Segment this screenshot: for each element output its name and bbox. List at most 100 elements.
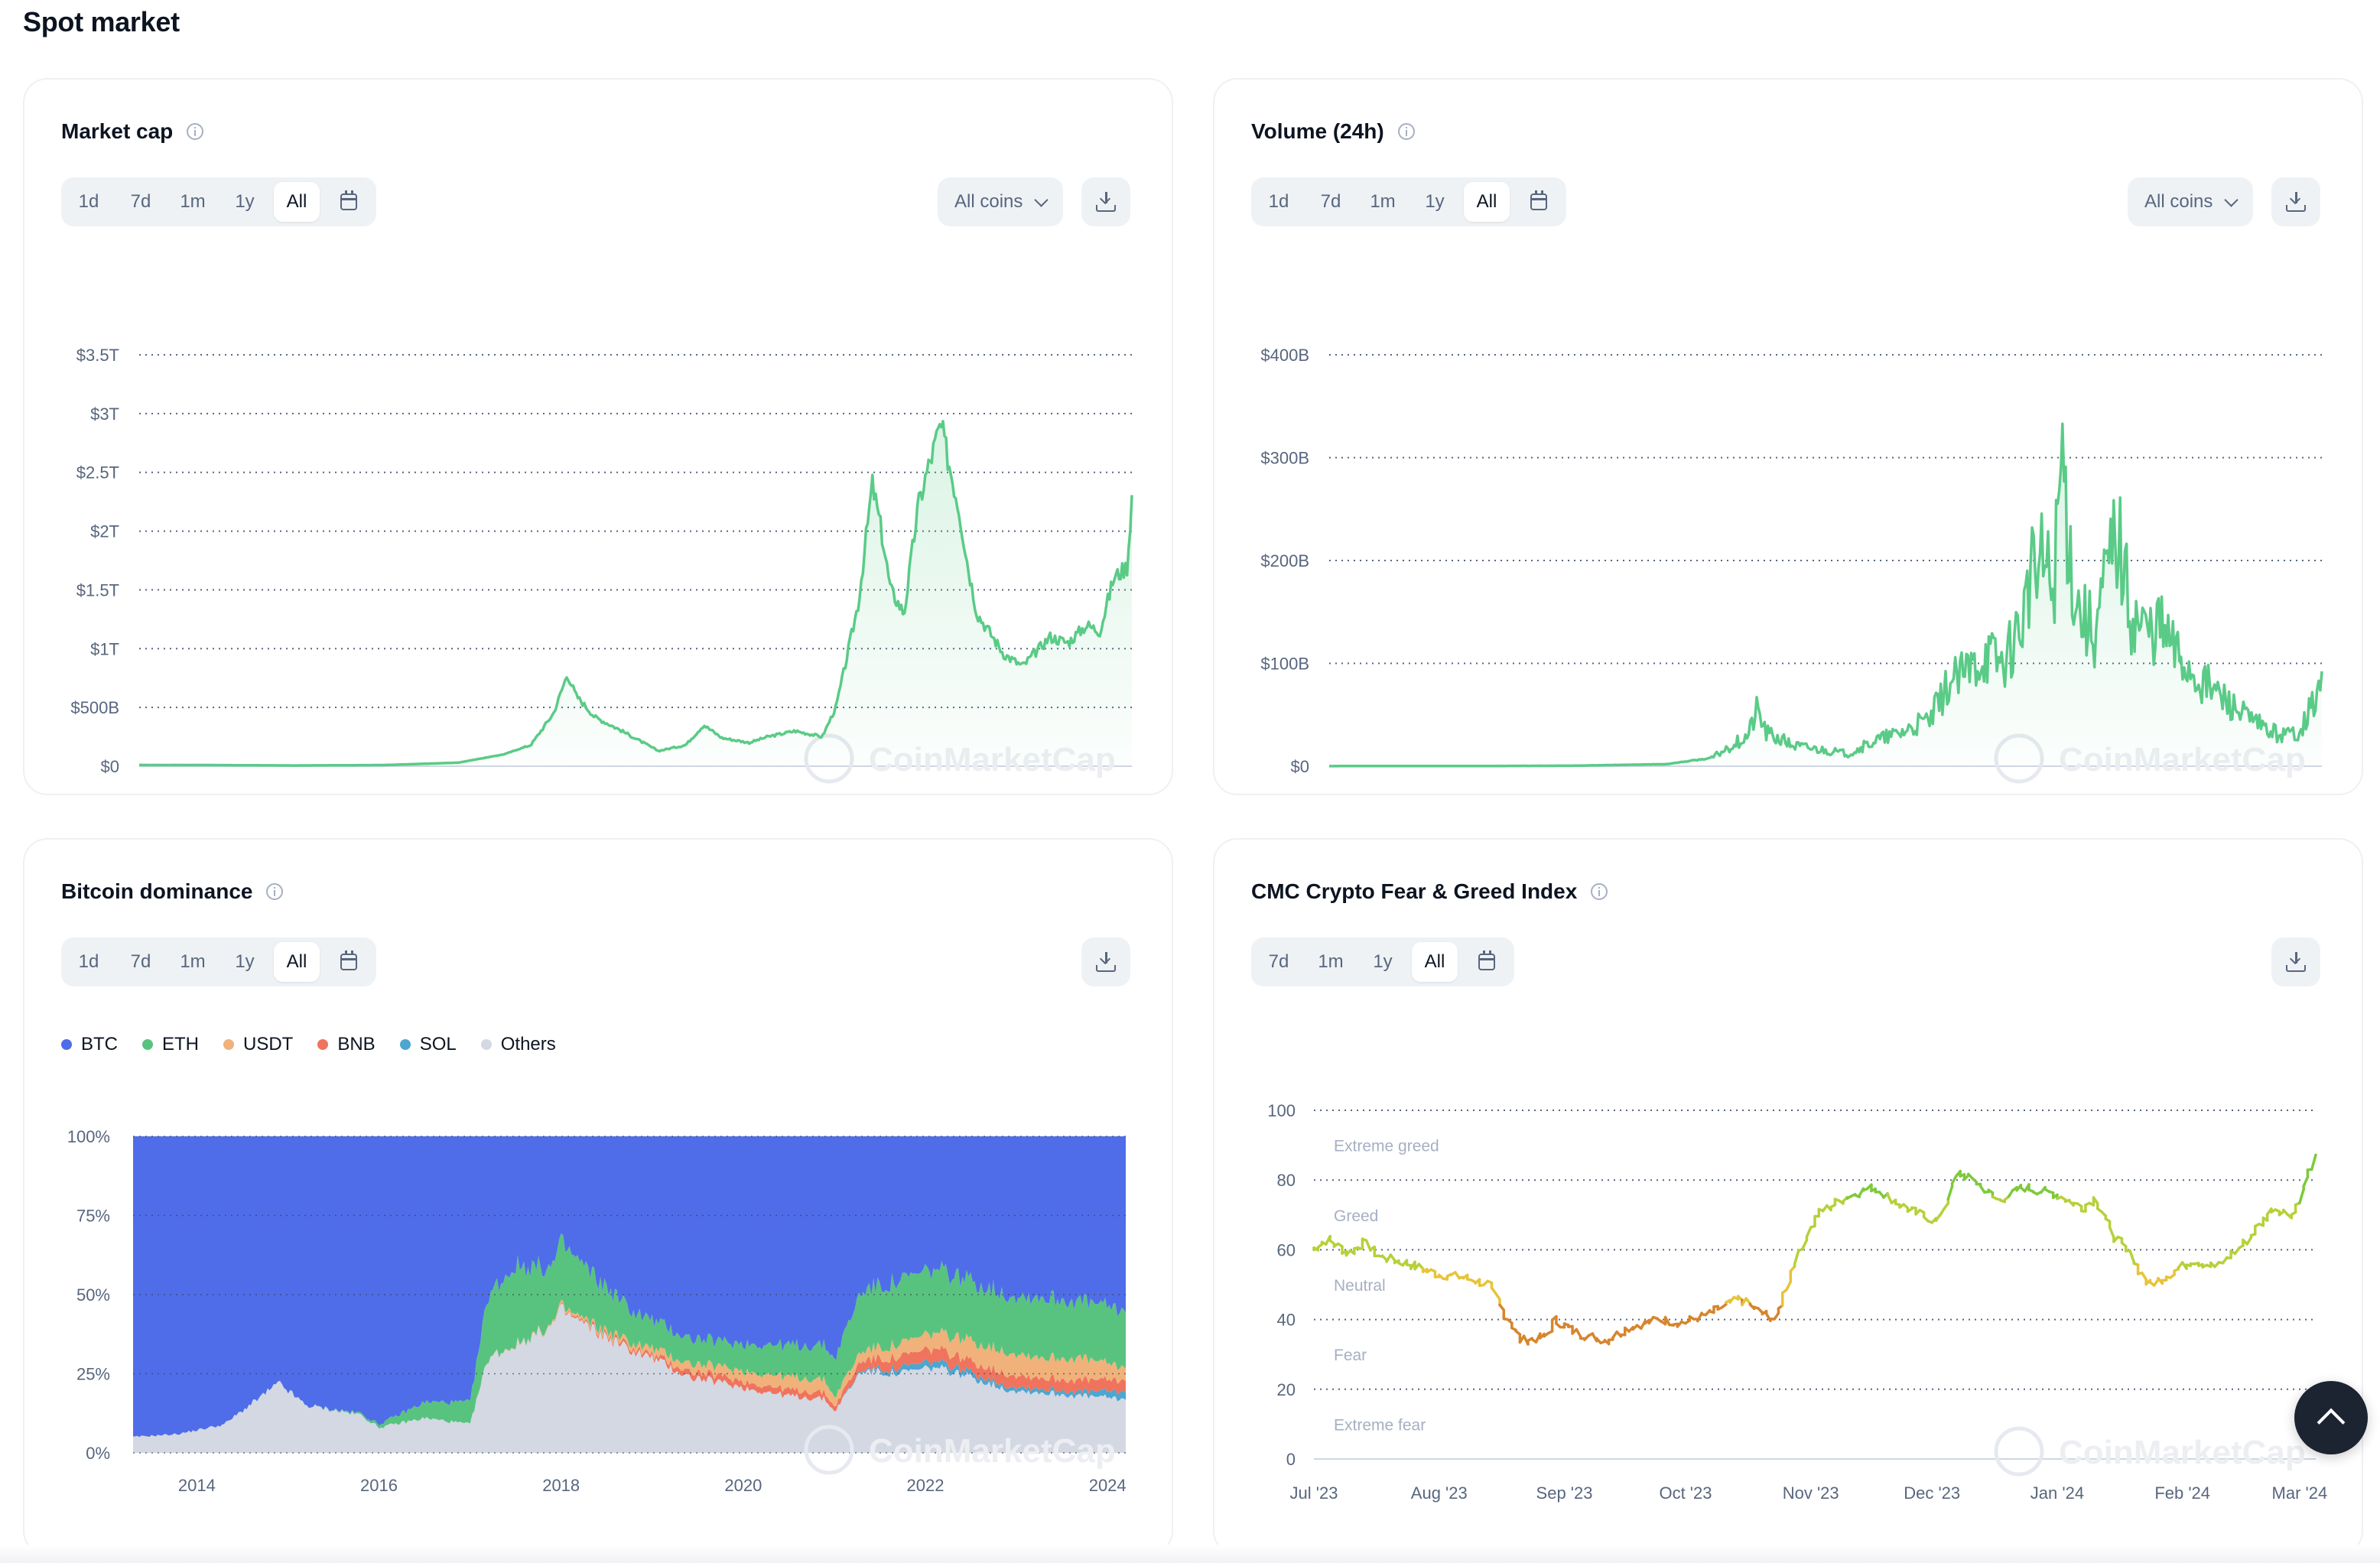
calendar-icon[interactable] [1464, 942, 1510, 982]
calendar-icon[interactable] [326, 942, 372, 982]
legend-dot [399, 1039, 411, 1050]
legend-dot [480, 1039, 492, 1050]
range-1y-button[interactable]: 1y [235, 951, 255, 972]
download-icon [1096, 192, 1116, 212]
fg-line-segment [1785, 1280, 1793, 1292]
fg-line-segment [2128, 1249, 2136, 1264]
range-all-button[interactable]: All [274, 182, 320, 222]
coins-dropdown[interactable]: All coins [938, 177, 1064, 226]
dominance-title: Bitcoin dominance [61, 879, 253, 903]
y-tick-label: $0 [101, 757, 119, 776]
info-icon[interactable] [266, 883, 284, 900]
x-tick-label: 2024 [1095, 789, 1133, 791]
range-all-button[interactable]: All [274, 942, 320, 982]
legend-bnb[interactable]: BNB [317, 1034, 376, 1055]
range-7d-button[interactable]: 7d [1320, 191, 1341, 212]
x-tick-label: 2014 [184, 789, 222, 791]
y-tick-label: 100% [67, 1127, 110, 1146]
chevron-up-icon [2317, 1408, 2346, 1437]
fg-line-segment [2310, 1153, 2317, 1171]
y-tick-label: $2.5T [76, 463, 119, 483]
range-1y-button[interactable]: 1y [235, 191, 255, 212]
series-area [1329, 424, 2322, 766]
volume-chart: $0 $100B $200B $300B $400B 2014 2016 2018 2020 20… [1260, 346, 2323, 791]
y-tick-label: $100B [1260, 655, 1309, 674]
range-1m-button[interactable]: 1m [180, 951, 206, 972]
info-icon[interactable] [187, 123, 204, 140]
range-1m-button[interactable]: 1m [1318, 951, 1344, 972]
y-tick-label: $3.5T [76, 346, 119, 365]
zone-label: Greed [1334, 1207, 1378, 1225]
zone-label: Fear [1334, 1347, 1367, 1364]
x-tick-label: 2014 [178, 1476, 216, 1495]
x-tick-label: 2018 [1738, 789, 1776, 791]
chevron-down-icon [1034, 192, 1049, 207]
watermark-logo [1994, 1426, 2044, 1477]
fg-line-segment [1886, 1192, 1894, 1204]
time-range-selector: 1d 7d 1m 1y All [1251, 177, 1566, 226]
range-all-button[interactable]: All [1412, 942, 1458, 982]
legend-eth[interactable]: ETH [142, 1034, 199, 1055]
x-tick-label: Sep '23 [1536, 1483, 1593, 1503]
zone-label: Extreme greed [1334, 1138, 1439, 1155]
info-icon[interactable] [1591, 883, 1608, 900]
range-7d-button[interactable]: 7d [130, 191, 151, 212]
legend-others[interactable]: Others [480, 1034, 556, 1055]
download-button[interactable] [2271, 177, 2320, 226]
bitcoin-dominance-card: Bitcoin dominance 1d 7d 1m 1y All BTC ET… [23, 838, 1173, 1555]
y-tick-label: $200B [1260, 551, 1309, 570]
y-tick-label: $400B [1260, 346, 1309, 365]
fg-line-segment [2298, 1188, 2305, 1205]
y-tick-label: 60 [1277, 1240, 1296, 1259]
fear-greed-title: CMC Crypto Fear & Greed Index [1251, 879, 1578, 903]
watermark-logo [804, 1425, 854, 1475]
range-1d-button[interactable]: 1d [1268, 191, 1289, 212]
legend-sol[interactable]: SOL [399, 1034, 457, 1055]
fg-line-segment [1946, 1184, 1954, 1201]
range-1d-button[interactable]: 1d [78, 951, 99, 972]
y-tick-label: 75% [76, 1207, 110, 1226]
range-1m-button[interactable]: 1m [1370, 191, 1396, 212]
download-button[interactable] [1081, 177, 1130, 226]
y-tick-label: 40 [1277, 1311, 1296, 1330]
calendar-icon[interactable] [326, 182, 372, 222]
y-tick-label: $2T [90, 522, 119, 541]
x-tick-label: 2020 [730, 789, 768, 791]
range-1d-button[interactable]: 1d [78, 191, 99, 212]
volume-title: Volume (24h) [1251, 119, 1384, 143]
x-tick-label: 2018 [548, 789, 586, 791]
coins-dropdown-label: All coins [2144, 191, 2213, 212]
y-tick-label: $300B [1260, 449, 1309, 468]
scroll-to-top-button[interactable] [2294, 1381, 2368, 1454]
fg-line-segment [1805, 1226, 1813, 1239]
range-1y-button[interactable]: 1y [1425, 191, 1445, 212]
fg-line-segment [1950, 1175, 1958, 1185]
coins-dropdown-label: All coins [954, 191, 1023, 212]
range-7d-button[interactable]: 7d [1268, 951, 1289, 972]
x-tick-label: 2016 [360, 1476, 398, 1495]
fg-line-segment [1793, 1249, 1800, 1266]
range-all-button[interactable]: All [1464, 182, 1510, 222]
x-tick-label: 2022 [913, 789, 951, 791]
x-tick-label: 2024 [1089, 1476, 1127, 1495]
legend-dot [61, 1039, 72, 1050]
dominance-legend: BTC ETH USDT BNB SOL Others [61, 1034, 556, 1055]
legend-usdt[interactable]: USDT [223, 1034, 293, 1055]
range-1m-button[interactable]: 1m [180, 191, 206, 212]
x-tick-label: 2014 [1374, 789, 1412, 791]
coins-dropdown[interactable]: All coins [2128, 177, 2254, 226]
download-button[interactable] [1081, 937, 1130, 986]
y-tick-label: 0% [86, 1444, 110, 1463]
calendar-icon[interactable] [1516, 182, 1562, 222]
range-1y-button[interactable]: 1y [1373, 951, 1393, 972]
y-tick-label: $500B [70, 698, 119, 717]
fg-line-segment [2302, 1175, 2310, 1188]
download-button[interactable] [2271, 937, 2320, 986]
info-icon[interactable] [1397, 123, 1415, 140]
time-range-selector: 1d 7d 1m 1y All [61, 937, 376, 986]
y-tick-label: $1.5T [76, 580, 119, 600]
legend-btc[interactable]: BTC [61, 1034, 118, 1055]
series-area [139, 421, 1132, 766]
x-tick-label: Aug '23 [1411, 1483, 1468, 1503]
range-7d-button[interactable]: 7d [130, 951, 151, 972]
